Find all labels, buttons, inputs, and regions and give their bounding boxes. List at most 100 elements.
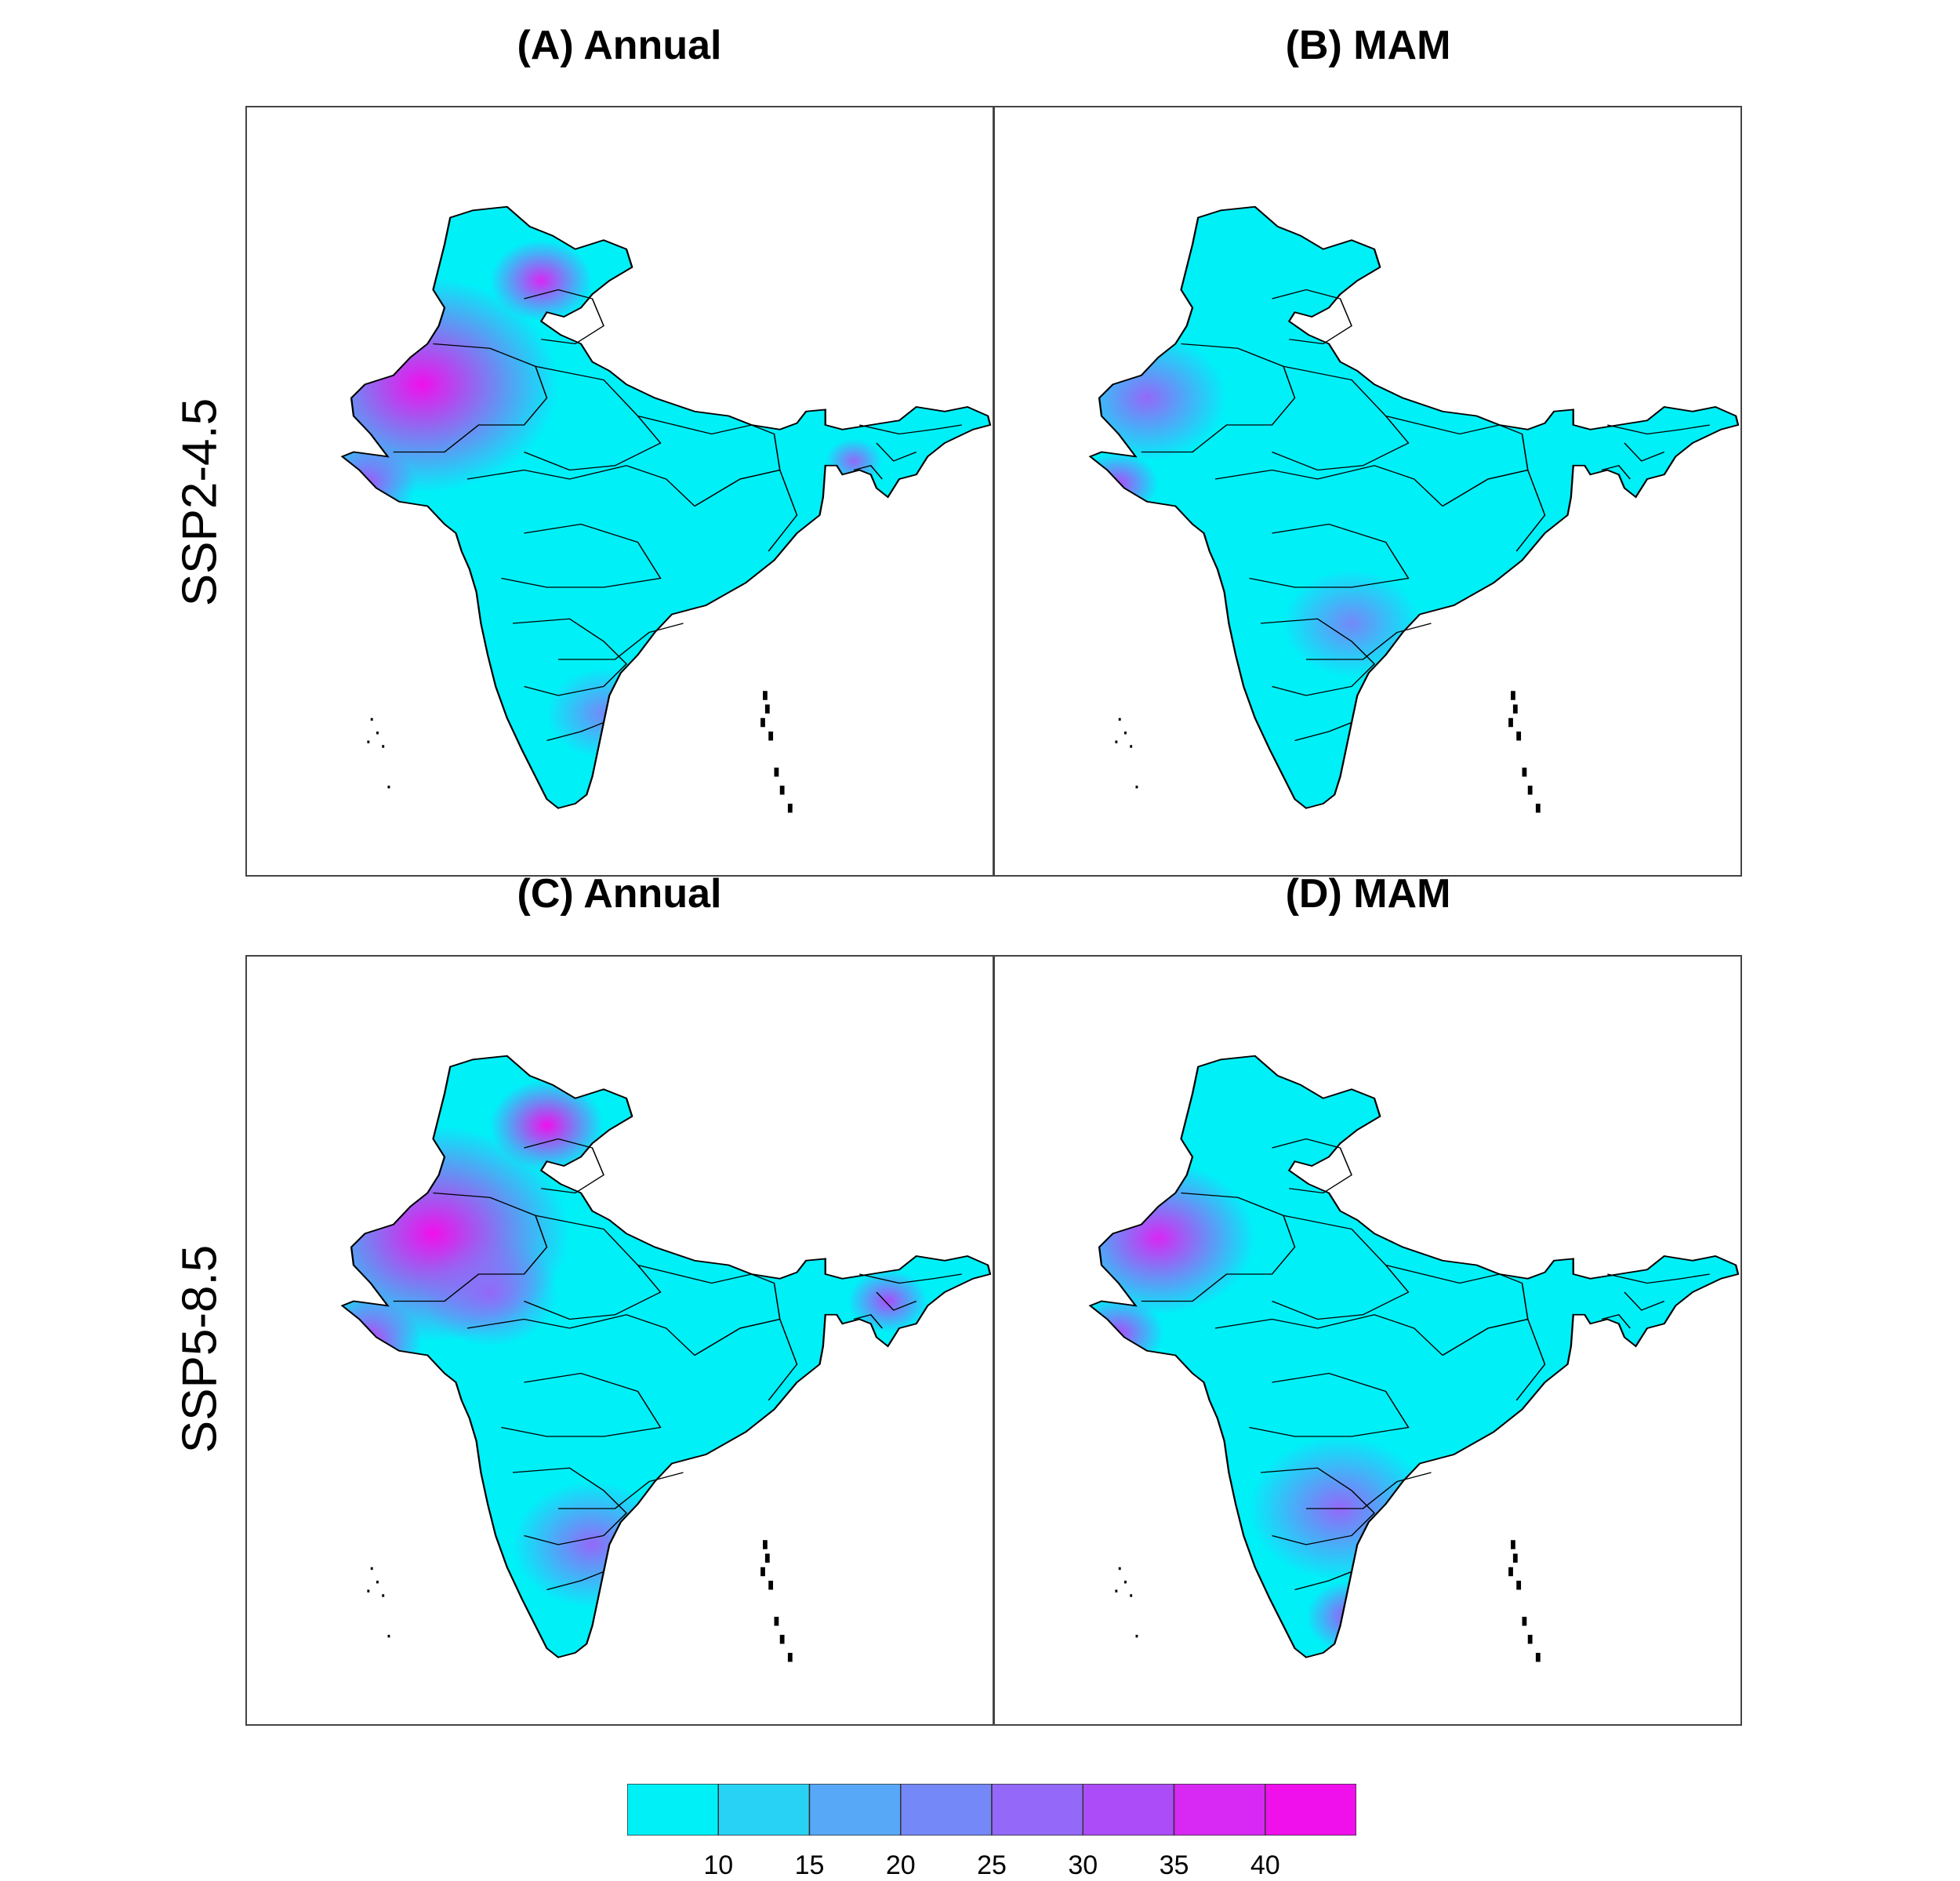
island <box>1512 1553 1518 1563</box>
island <box>367 1589 370 1592</box>
state-boundary <box>1214 465 1443 507</box>
country-boundary <box>1088 205 1740 809</box>
island <box>1527 1635 1533 1644</box>
colorbar-swatch <box>627 1784 719 1836</box>
island <box>1124 732 1127 735</box>
state-boundary <box>1306 623 1432 660</box>
island <box>1511 1540 1515 1549</box>
map-base-fill <box>1090 1055 1739 1658</box>
island <box>1508 1567 1513 1577</box>
map-shading <box>513 1481 672 1608</box>
map-shading <box>825 438 883 484</box>
island <box>760 717 765 728</box>
map-shading <box>342 442 416 525</box>
state-boundary <box>1624 442 1665 462</box>
state-boundary <box>694 469 798 552</box>
state-boundary <box>1272 1138 1352 1194</box>
island <box>387 786 390 789</box>
island <box>1511 691 1515 700</box>
state-boundary <box>853 1313 883 1329</box>
island <box>1516 732 1522 741</box>
island <box>1535 804 1541 813</box>
island <box>1512 704 1518 714</box>
island <box>370 717 373 721</box>
map-shading <box>848 1269 928 1333</box>
colorbar-swatch <box>1082 1784 1175 1836</box>
state-boundary <box>859 1273 962 1284</box>
panel-title-d: (D) MAM <box>1285 871 1451 917</box>
island <box>774 1617 779 1626</box>
state-boundary <box>1141 343 1296 453</box>
state-boundary <box>524 289 604 345</box>
india-map <box>340 1055 992 1662</box>
state-boundary <box>1260 1467 1376 1545</box>
island <box>779 1635 785 1644</box>
state-boundary <box>524 365 662 471</box>
map-shading <box>1090 1296 1164 1369</box>
state-boundary <box>1624 1291 1665 1311</box>
row-label-ssp245: SSP2-4.5 <box>172 398 227 607</box>
map-shading <box>1633 486 1661 508</box>
island <box>367 740 370 743</box>
map-shading <box>1090 334 1227 461</box>
island <box>382 745 385 748</box>
state-boundary <box>1607 1273 1710 1284</box>
colorbar-swatch <box>900 1784 993 1836</box>
state-boundary <box>393 343 548 453</box>
island <box>768 732 774 741</box>
state-boundary <box>558 623 684 660</box>
state-boundary <box>859 424 962 435</box>
state-boundary <box>501 1372 662 1437</box>
island <box>376 732 379 735</box>
island <box>764 704 770 714</box>
state-boundary <box>546 1571 604 1591</box>
country-boundary <box>340 1055 992 1658</box>
state-boundary <box>876 1291 917 1311</box>
island <box>1130 745 1133 748</box>
island <box>1527 786 1533 795</box>
colorbar-swatch <box>717 1784 811 1836</box>
map-shading <box>1283 569 1420 677</box>
state-boundary <box>501 523 662 588</box>
state-boundary <box>1141 1192 1296 1302</box>
country-boundary <box>1088 1055 1740 1658</box>
island <box>763 1540 768 1549</box>
island <box>1115 740 1118 743</box>
state-boundary <box>1306 1472 1432 1509</box>
map-shading <box>1090 1161 1255 1315</box>
colorbar-tick-label: 15 <box>794 1850 825 1880</box>
state-boundary <box>1294 1571 1352 1591</box>
island <box>779 786 785 795</box>
island <box>768 1581 774 1590</box>
map-panel-d <box>993 955 1742 1726</box>
state-boundary <box>546 721 604 742</box>
island <box>1118 717 1121 721</box>
state-boundary <box>466 465 695 507</box>
colorbar-tick-label: 20 <box>885 1850 916 1880</box>
map-shading <box>490 1080 604 1171</box>
state-boundary <box>1294 721 1352 742</box>
state-boundary <box>1249 1372 1410 1437</box>
island <box>1135 786 1138 789</box>
island <box>764 1553 770 1563</box>
panel-title-a: (A) Annual <box>517 23 722 68</box>
state-boundary <box>1272 289 1352 345</box>
island <box>1535 1653 1541 1662</box>
state-boundary <box>524 1215 662 1320</box>
state-boundary <box>1272 365 1410 471</box>
india-map <box>1088 1055 1740 1662</box>
colorbar-swatch <box>1173 1784 1266 1836</box>
map-shading <box>342 1296 423 1387</box>
state-boundary <box>876 442 917 462</box>
state-boundary <box>1442 469 1546 552</box>
state-boundary <box>1601 1313 1631 1329</box>
india-map <box>340 205 992 813</box>
island <box>1522 1617 1527 1626</box>
map-shading <box>546 668 661 759</box>
island <box>1115 1589 1118 1592</box>
colorbar-tick-label: 10 <box>703 1850 734 1880</box>
island <box>1135 1635 1138 1638</box>
state-boundary <box>1601 464 1631 480</box>
map-shading <box>1090 452 1159 515</box>
map-shading <box>422 1238 558 1346</box>
